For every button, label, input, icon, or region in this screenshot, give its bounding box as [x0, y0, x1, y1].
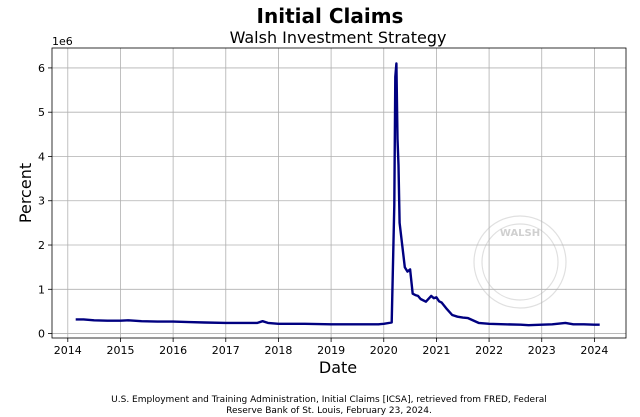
x-tick-label: 2022 — [475, 344, 503, 357]
x-tick-label: 2020 — [370, 344, 398, 357]
y-tick-label: 2 — [38, 239, 45, 252]
x-tick-label: 2018 — [264, 344, 292, 357]
watermark-text: WALSH — [500, 228, 540, 239]
x-tick-label: 2019 — [317, 344, 345, 357]
y-tick-label: 0 — [38, 328, 45, 341]
y-multiplier-label: 1e6 — [52, 35, 73, 48]
y-tick-label: 4 — [38, 150, 45, 163]
x-tick-label: 2023 — [528, 344, 556, 357]
x-tick-label: 2016 — [159, 344, 187, 357]
y-axis-label: Percent — [16, 163, 35, 223]
chart-title: Initial Claims — [257, 4, 404, 28]
chart-subtitle: Walsh Investment Strategy — [230, 28, 447, 47]
x-tick-label: 2024 — [580, 344, 608, 357]
watermark-logo: WALSH — [473, 215, 567, 309]
y-tick-label: 3 — [38, 195, 45, 208]
x-tick-label: 2015 — [106, 344, 134, 357]
y-tick-label: 1 — [38, 283, 45, 296]
y-tick-label: 6 — [38, 62, 45, 75]
y-tick-label: 5 — [38, 106, 45, 119]
plot-frame — [51, 47, 627, 339]
source-note-line-1: U.S. Employment and Training Administrat… — [111, 395, 547, 405]
series-line — [75, 62, 600, 327]
x-tick-label: 2021 — [422, 344, 450, 357]
x-tick-label: 2014 — [54, 344, 82, 357]
source-note-line-2: Reserve Bank of St. Louis, February 23, … — [226, 406, 432, 416]
x-axis-label: Date — [319, 358, 357, 377]
x-tick-label: 2017 — [212, 344, 240, 357]
